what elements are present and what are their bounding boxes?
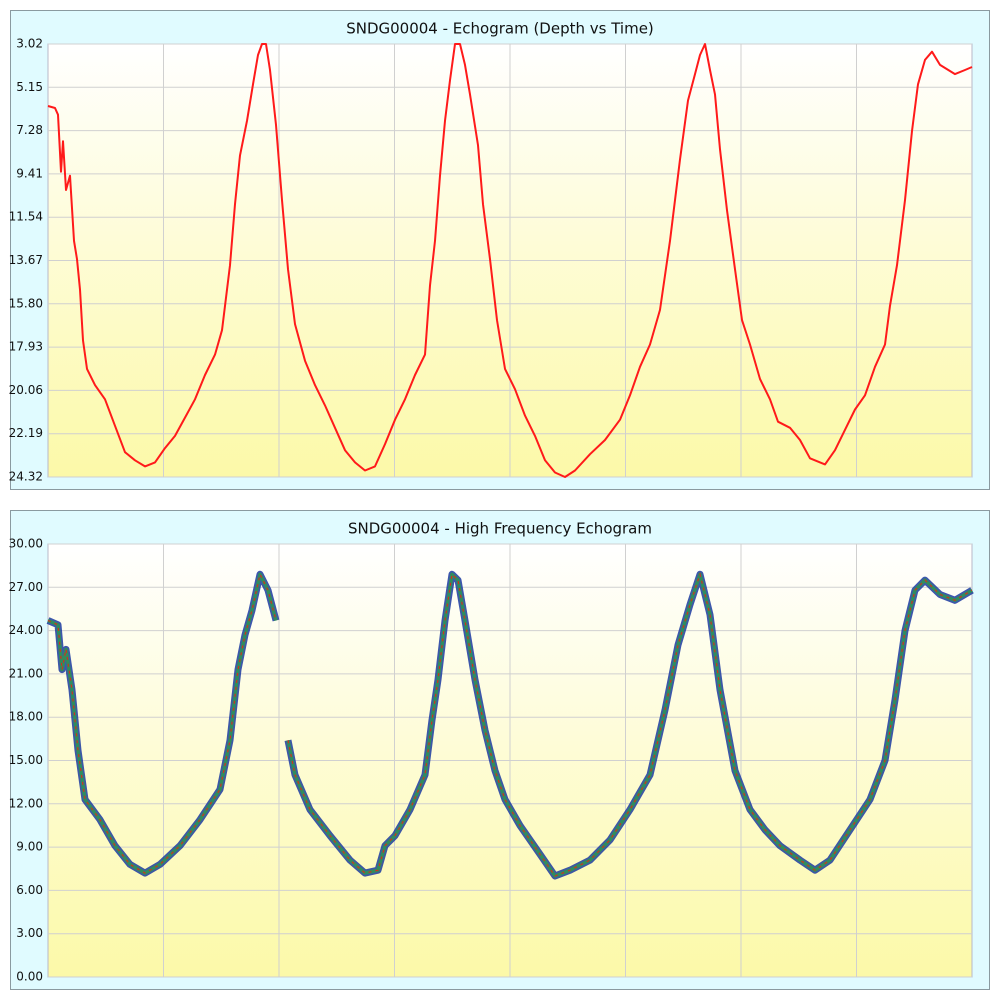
y-tick-label: 9.41 <box>16 166 43 180</box>
y-tick-label: 6.00 <box>16 883 43 897</box>
y-tick-label: 9.00 <box>16 840 43 854</box>
y-tick-label: 21.00 <box>9 666 43 680</box>
y-tick-label: 30.00 <box>9 537 43 551</box>
y-tick-label: 22.19 <box>9 426 43 440</box>
y-tick-label: 5.15 <box>16 80 43 94</box>
y-tick-label: 17.93 <box>9 340 43 354</box>
y-tick-label: 7.28 <box>16 123 43 137</box>
chart-title: SNDG00004 - High Frequency Echogram <box>348 520 652 538</box>
y-tick-label: 12.00 <box>9 796 43 810</box>
y-tick-label: 15.00 <box>9 753 43 767</box>
y-tick-label: 11.54 <box>9 210 43 224</box>
y-tick-label: 20.06 <box>9 383 43 397</box>
y-tick-label: 24.00 <box>9 623 43 637</box>
y-tick-label: 27.00 <box>9 580 43 594</box>
y-tick-label: 3.02 <box>16 37 43 51</box>
y-tick-label: 18.00 <box>9 710 43 724</box>
echo-core <box>47 572 973 877</box>
chart-title: SNDG00004 - Echogram (Depth vs Time) <box>346 20 654 38</box>
y-tick-label: 3.00 <box>16 926 43 940</box>
depth-line <box>47 43 973 478</box>
y-tick-label: 0.00 <box>16 970 43 984</box>
y-tick-label: 24.32 <box>9 470 43 484</box>
y-tick-label: 15.80 <box>9 296 43 310</box>
y-tick-label: 13.67 <box>9 253 43 267</box>
